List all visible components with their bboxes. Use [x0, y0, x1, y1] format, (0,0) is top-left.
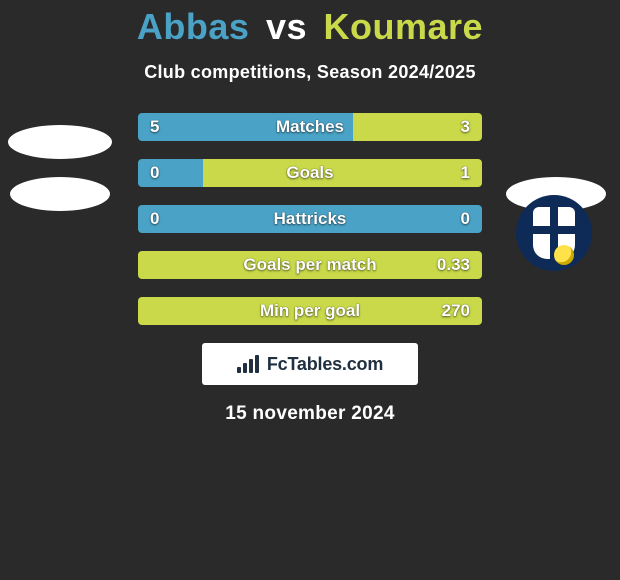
title-player-b: Koumare	[324, 6, 484, 47]
page-title: Abbas vs Koumare	[0, 6, 620, 48]
stat-bar: 270 Min per goal	[138, 297, 482, 325]
brand-badge: FcTables.com	[202, 343, 418, 385]
value-player-b: 3	[461, 117, 470, 137]
value-player-a: 5	[150, 117, 159, 137]
value-player-b: 0.33	[437, 255, 470, 275]
stat-bar: 0.33 Goals per match	[138, 251, 482, 279]
fill-player-a	[138, 159, 203, 187]
stat-bars: 5 3 Matches 0 1 Goals 0 0 Hattricks 0.33 Goals per…	[138, 113, 482, 325]
stat-bar: 5 3 Matches	[138, 113, 482, 141]
stat-label: Goals per match	[243, 255, 376, 275]
title-player-a: Abbas	[137, 6, 250, 47]
value-player-a: 0	[150, 209, 159, 229]
player-a-avatar	[8, 125, 112, 159]
brand-text: FcTables.com	[267, 354, 383, 375]
stat-label: Goals	[286, 163, 333, 183]
value-player-a: 0	[150, 163, 159, 183]
fill-player-b	[203, 159, 482, 187]
player-b-club-logo	[516, 195, 592, 271]
value-player-b: 0	[461, 209, 470, 229]
title-vs: vs	[266, 6, 307, 47]
stat-label: Hattricks	[274, 209, 347, 229]
ball-icon	[554, 245, 574, 265]
player-a-crest	[10, 177, 110, 211]
stat-label: Matches	[276, 117, 344, 137]
bar-chart-icon	[237, 355, 259, 373]
comparison-card: Abbas vs Koumare Club competitions, Seas…	[0, 0, 620, 580]
date-label: 15 november 2024	[0, 403, 620, 425]
value-player-b: 1	[461, 163, 470, 183]
content-area: 5 3 Matches 0 1 Goals 0 0 Hattricks 0.33 Goals per…	[0, 113, 620, 425]
stat-bar: 0 0 Hattricks	[138, 205, 482, 233]
stat-label: Min per goal	[260, 301, 360, 321]
value-player-b: 270	[442, 301, 470, 321]
stat-bar: 0 1 Goals	[138, 159, 482, 187]
subtitle: Club competitions, Season 2024/2025	[0, 62, 620, 83]
